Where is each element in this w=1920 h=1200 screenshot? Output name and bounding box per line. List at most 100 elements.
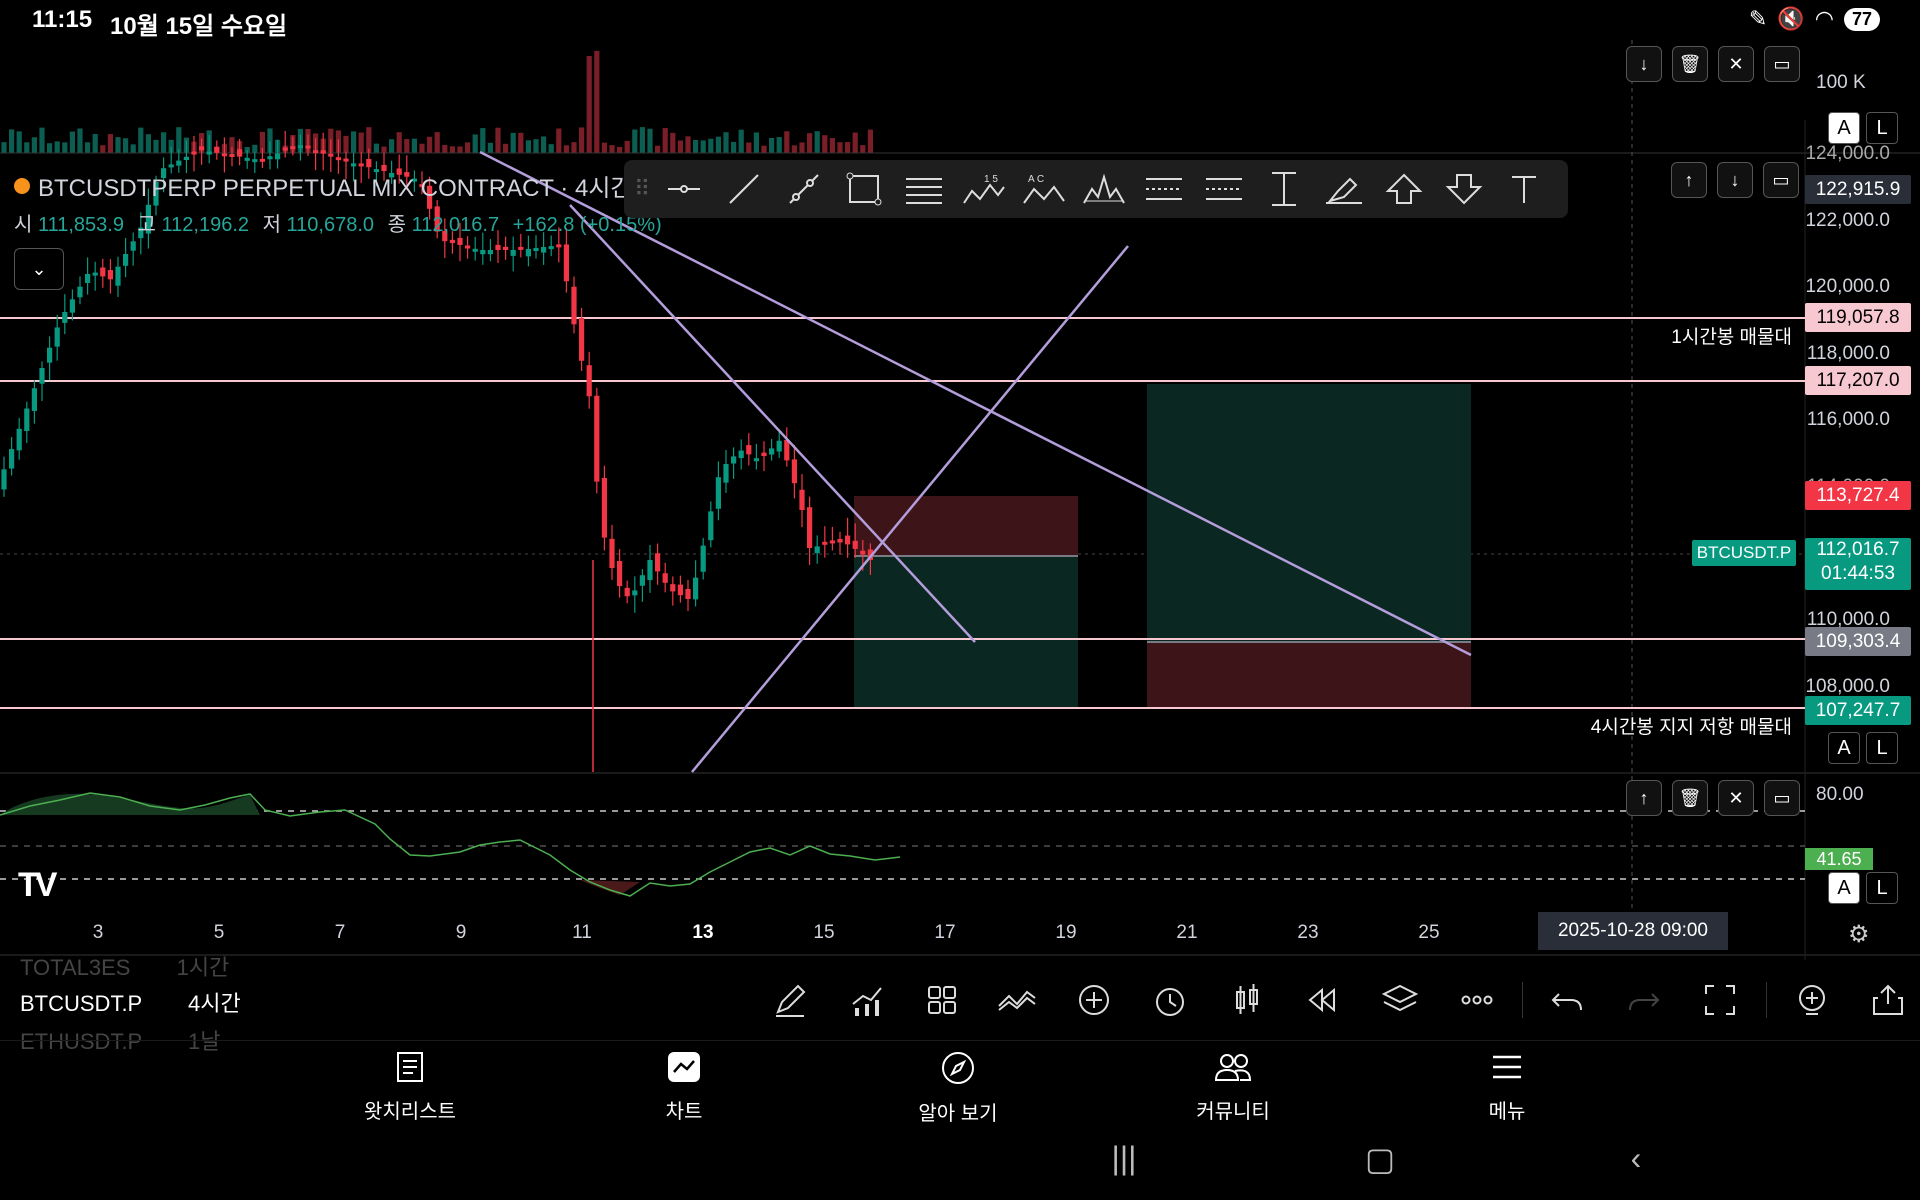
alarm-icon[interactable] [1148, 978, 1192, 1022]
watchlist-item[interactable]: TOTAL3ES 1시간 [20, 950, 229, 982]
nav-menu[interactable]: 메뉴 [1437, 1050, 1577, 1124]
collapse-icon[interactable]: ✕ [1718, 46, 1754, 82]
volume-bar [427, 136, 433, 153]
candle [328, 153, 334, 157]
layers-icon[interactable] [1378, 978, 1422, 1022]
watchlist-item[interactable]: BTCUSDT.P 4시간 [20, 986, 241, 1018]
volume-bar [571, 142, 577, 153]
recent-apps-icon[interactable]: ||| [1111, 1140, 1137, 1176]
symbol-header[interactable]: BTCUSDTPERP PERPETUAL MIX CONTRACT · 4시간… [14, 168, 647, 203]
log-scale-button[interactable]: L [1866, 112, 1898, 144]
log-scale-button[interactable]: L [1866, 872, 1898, 904]
candle [579, 318, 585, 361]
volume-bar [145, 134, 151, 153]
pencil-icon[interactable] [768, 978, 812, 1022]
candle [503, 246, 509, 250]
brush-icon[interactable] [1314, 164, 1374, 214]
layout-grid-icon[interactable] [920, 978, 964, 1022]
text-icon[interactable] [1494, 164, 1554, 214]
candle [487, 250, 493, 255]
move-up-icon[interactable]: ↑ [1626, 780, 1662, 816]
volume-bar [39, 127, 45, 153]
volume-bar [244, 146, 250, 153]
candle [822, 541, 828, 545]
candle [320, 150, 326, 154]
candle [366, 159, 372, 168]
volume-bar [24, 142, 30, 153]
head-shoulders-icon[interactable] [1074, 164, 1134, 214]
candle [69, 299, 75, 313]
auto-scale-button[interactable]: A [1828, 732, 1860, 764]
candle [685, 588, 691, 599]
ray-icon[interactable] [774, 164, 834, 214]
add-indicator-icon[interactable] [1790, 978, 1834, 1022]
wifi-icon: ◠ [1814, 6, 1834, 31]
fullscreen-icon[interactable] [1698, 978, 1742, 1022]
add-circle-icon[interactable] [1072, 978, 1116, 1022]
parallel-channel-icon[interactable] [894, 164, 954, 214]
auto-scale-button[interactable]: A [1828, 872, 1860, 904]
tradingview-logo: TV [18, 866, 58, 904]
volume-bar [54, 141, 60, 153]
volume-bar [746, 142, 752, 153]
volume-bar [837, 142, 843, 153]
volume-bar [753, 132, 759, 153]
volume-bar [662, 128, 668, 153]
volume-bar [123, 138, 129, 153]
trash-icon[interactable]: 🗑 [1672, 780, 1708, 816]
auto-scale-button[interactable]: A [1828, 112, 1860, 144]
time-tick: 9 [455, 922, 467, 943]
arrow-down-icon[interactable] [1434, 164, 1494, 214]
undo-icon[interactable] [1545, 978, 1589, 1022]
candle-type-icon[interactable] [1225, 978, 1269, 1022]
log-scale-button[interactable]: L [1866, 732, 1898, 764]
move-up-icon[interactable]: ↑ [1671, 162, 1707, 198]
replay-icon[interactable] [1302, 978, 1346, 1022]
chart-canvas[interactable] [0, 40, 1920, 960]
horizontal-ray-icon[interactable] [654, 164, 714, 214]
share-icon[interactable] [1866, 978, 1910, 1022]
arrow-up-icon[interactable] [1374, 164, 1434, 214]
move-down-icon[interactable]: ↓ [1626, 46, 1662, 82]
volume-bar [791, 145, 797, 153]
candle [465, 245, 471, 249]
short-position-icon[interactable] [1194, 164, 1254, 214]
collapse-legend-button[interactable]: ⌄ [14, 248, 64, 290]
chart-settings-icon[interactable]: ⚙ [1848, 921, 1870, 948]
nav-explore[interactable]: 알아 보기 [888, 1050, 1028, 1126]
drag-handle-icon[interactable]: ⠿ [633, 176, 651, 201]
nav-community[interactable]: 커뮤니티 [1163, 1050, 1303, 1124]
home-icon[interactable]: ▢ [1364, 1141, 1396, 1177]
rectangle-icon[interactable] [834, 164, 894, 214]
candle [510, 250, 516, 256]
nav-chart[interactable]: 차트 [614, 1050, 754, 1124]
redo-icon[interactable] [1622, 978, 1666, 1022]
abcd-pattern-icon[interactable]: A C [1014, 164, 1074, 214]
ohlc-legend: 시 111,853.9 고 112,196.2 저 110,678.0 종 11… [14, 208, 670, 237]
price-range-icon[interactable] [1254, 164, 1314, 214]
elliott-wave-icon[interactable]: 1 5 [954, 164, 1014, 214]
maximize-icon[interactable]: ▭ [1764, 46, 1800, 82]
watchlist-item[interactable]: ETHUSDT.P 1날 [20, 1024, 220, 1056]
volume-bar [761, 145, 767, 153]
collapse-icon[interactable]: ✕ [1718, 780, 1754, 816]
volume-bar [723, 132, 729, 153]
community-icon [1214, 1054, 1252, 1081]
maximize-icon[interactable]: ▭ [1763, 162, 1799, 198]
candle [389, 172, 395, 178]
indicators-icon[interactable] [845, 978, 889, 1022]
nav-watchlist[interactable]: 왓치리스트 [340, 1050, 480, 1124]
volume-bar [77, 128, 83, 153]
symbol-title[interactable]: BTCUSDTPERP PERPETUAL MIX CONTRACT · 4시간… [38, 175, 648, 202]
back-icon[interactable]: ‹ [1630, 1140, 1642, 1176]
trash-icon[interactable]: 🗑 [1672, 46, 1708, 82]
compare-icon[interactable] [995, 978, 1039, 1022]
trend-line-icon[interactable] [714, 164, 774, 214]
long-position-icon[interactable] [1134, 164, 1194, 214]
candle [31, 388, 37, 411]
more-icon[interactable] [1455, 978, 1499, 1022]
candle [62, 312, 68, 323]
maximize-icon[interactable]: ▭ [1764, 780, 1800, 816]
watchlist-interval: 1날 [187, 1029, 221, 1054]
move-down-icon[interactable]: ↓ [1717, 162, 1753, 198]
